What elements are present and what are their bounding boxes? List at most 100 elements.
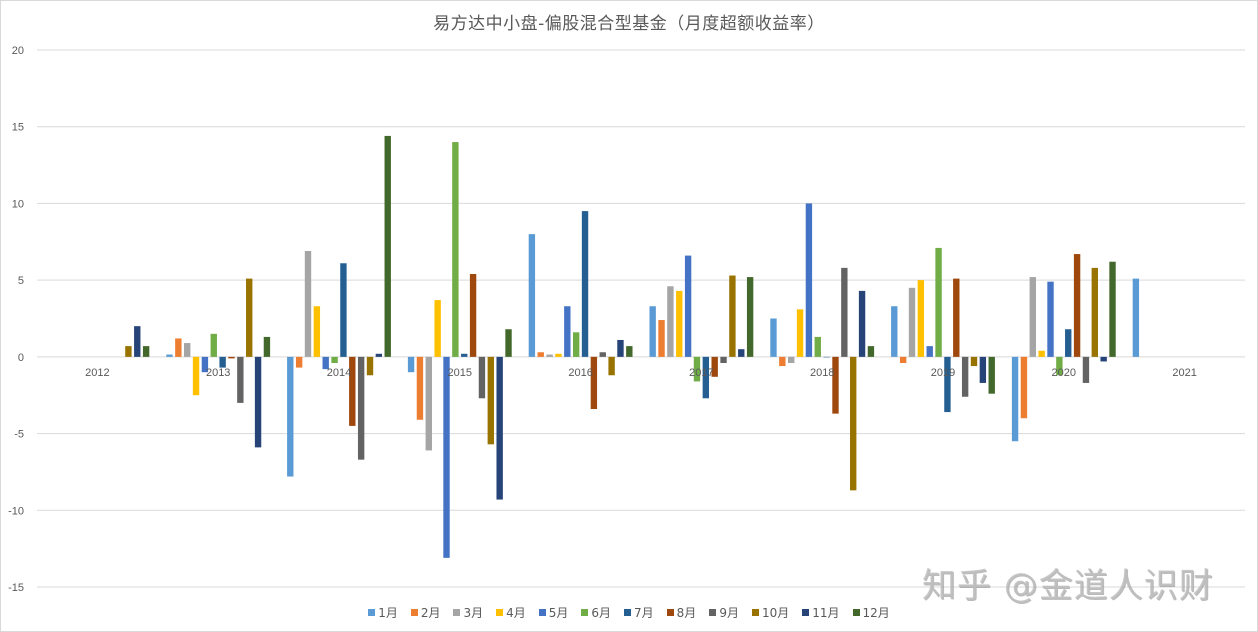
bar xyxy=(711,356,718,377)
x-category-label: 2020 xyxy=(1052,367,1076,379)
legend-swatch xyxy=(624,609,632,616)
bar xyxy=(1029,277,1036,357)
legend-label: 6月 xyxy=(591,606,612,620)
bar xyxy=(841,267,848,357)
bar xyxy=(1047,281,1054,357)
bar xyxy=(899,356,907,363)
bar xyxy=(434,300,441,357)
legend-item: 10月 xyxy=(751,604,790,621)
y-tick-label: 5 xyxy=(18,275,24,287)
bar xyxy=(858,290,866,357)
bar xyxy=(366,356,374,376)
bar xyxy=(201,356,209,373)
bar xyxy=(658,320,665,357)
bar xyxy=(555,353,562,357)
bar xyxy=(237,356,244,403)
y-tick-label: 0 xyxy=(18,352,24,364)
bar xyxy=(192,356,200,396)
x-category-label: 2014 xyxy=(327,367,351,379)
bar xyxy=(649,306,656,357)
y-tick-label: -5 xyxy=(14,429,24,441)
bar xyxy=(175,338,182,357)
y-tick-label: -15 xyxy=(8,582,24,594)
bar xyxy=(667,286,674,357)
bar xyxy=(228,356,235,359)
legend-swatch xyxy=(709,609,717,616)
bar xyxy=(961,356,969,397)
bar xyxy=(617,339,624,357)
bar xyxy=(823,356,830,358)
bar xyxy=(1056,356,1063,376)
bar xyxy=(478,356,486,399)
bar xyxy=(254,356,262,448)
bar xyxy=(375,353,383,357)
bar xyxy=(564,306,571,357)
bar xyxy=(944,356,951,413)
bar xyxy=(979,356,987,383)
bar xyxy=(546,354,553,357)
bar xyxy=(581,211,589,357)
bar xyxy=(210,333,217,357)
legend-label: 4月 xyxy=(506,606,526,620)
bar xyxy=(340,263,347,357)
bar xyxy=(349,356,356,426)
bar xyxy=(496,356,503,500)
bar xyxy=(684,255,692,357)
legend-swatch xyxy=(751,609,759,616)
legend-item: 6月 xyxy=(581,604,611,621)
y-tick-label: 10 xyxy=(12,198,24,210)
bar xyxy=(970,356,978,367)
bar xyxy=(796,309,804,357)
bar xyxy=(953,278,960,357)
bar xyxy=(184,343,191,357)
bar xyxy=(304,250,312,357)
x-category-label: 2016 xyxy=(568,367,592,379)
x-category-label: 2021 xyxy=(1172,367,1196,379)
legend-label: 5月 xyxy=(548,606,569,620)
bar xyxy=(676,290,683,357)
bar xyxy=(832,356,839,414)
bar xyxy=(770,318,777,357)
bar xyxy=(850,356,857,491)
bar xyxy=(425,356,432,451)
bar xyxy=(867,346,875,357)
y-tick-label: 15 xyxy=(12,122,24,134)
bar xyxy=(505,329,512,357)
bar xyxy=(720,356,727,363)
bar xyxy=(908,287,916,357)
chart-title: 易方达中小盘-偏股混合型基金（月度超额收益率） xyxy=(433,14,825,34)
bar xyxy=(452,142,459,357)
legend-swatch xyxy=(453,609,461,616)
bar xyxy=(263,336,271,357)
bar xyxy=(357,356,365,460)
x-category-label: 2017 xyxy=(689,367,713,379)
bar xyxy=(599,352,606,357)
bar xyxy=(331,356,338,363)
legend-swatch xyxy=(802,609,810,616)
bar xyxy=(1091,267,1098,357)
legend-label: 11月 xyxy=(812,606,840,620)
x-category-label: 2015 xyxy=(448,367,472,379)
bar xyxy=(935,247,942,357)
legend-label: 10月 xyxy=(761,606,790,620)
bar xyxy=(1132,278,1140,357)
bar xyxy=(608,356,615,376)
bar xyxy=(384,135,391,357)
legend-swatch xyxy=(368,609,376,616)
legend-label: 7月 xyxy=(634,606,654,620)
bar xyxy=(891,306,898,357)
bar xyxy=(287,356,294,477)
bar xyxy=(246,278,253,357)
bar xyxy=(166,354,173,357)
y-tick-label: 20 xyxy=(12,45,24,57)
bar xyxy=(805,203,813,357)
bar xyxy=(729,275,736,357)
bar xyxy=(917,280,925,357)
legend-item: 8月 xyxy=(666,604,696,621)
legend-item: 5月 xyxy=(538,604,569,621)
legend-item: 4月 xyxy=(496,604,526,621)
bar xyxy=(626,346,633,357)
bar xyxy=(1020,356,1028,419)
bar xyxy=(702,356,710,399)
legend-label: 3月 xyxy=(463,606,484,620)
